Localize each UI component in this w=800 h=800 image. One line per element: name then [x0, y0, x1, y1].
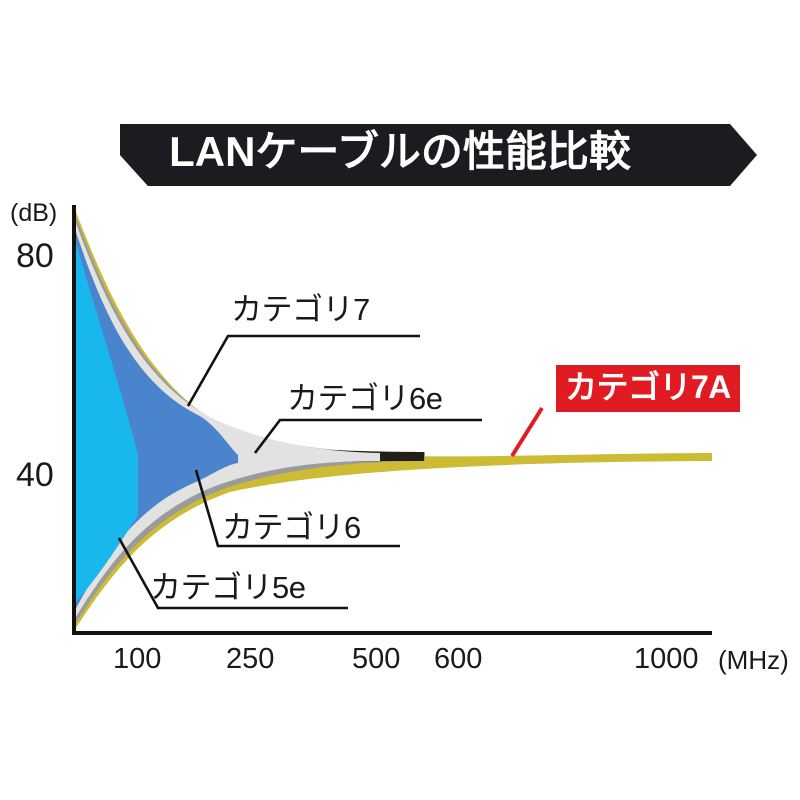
callout-label-cat5e: カテゴリ5e	[150, 570, 306, 605]
band-cat5e	[74, 236, 138, 604]
x-tick-600: 600	[434, 643, 483, 675]
y-axis-unit-label: (dB)	[10, 199, 58, 227]
y-tick-40: 40	[16, 456, 54, 494]
leader-line-cat7	[186, 334, 420, 407]
band-cat7	[74, 212, 425, 626]
title-banner-shape	[120, 124, 757, 186]
leader-line-cat5e	[117, 537, 348, 610]
x-tick-1000: 1000	[634, 643, 699, 675]
y-tick-80: 80	[16, 237, 54, 275]
x-tick-500: 500	[352, 643, 401, 675]
callout-label-cat6e: カテゴリ6e	[287, 381, 443, 416]
x-tick-250: 250	[226, 643, 275, 675]
x-axis-unit-label: (MHz)	[718, 645, 789, 675]
leader-line-cat6	[194, 469, 400, 548]
band-cat6e	[74, 218, 380, 620]
callout-badge-cat7a: カテゴリ7A	[556, 365, 740, 412]
callout-label-cat6: カテゴリ6	[222, 510, 361, 545]
callout-label-cat7: カテゴリ7	[231, 292, 370, 327]
x-tick-100: 100	[113, 643, 162, 675]
leader-line-cat6e	[253, 418, 482, 454]
leader-line-cat7a	[510, 406, 544, 458]
title-banner-left-point	[120, 124, 148, 186]
